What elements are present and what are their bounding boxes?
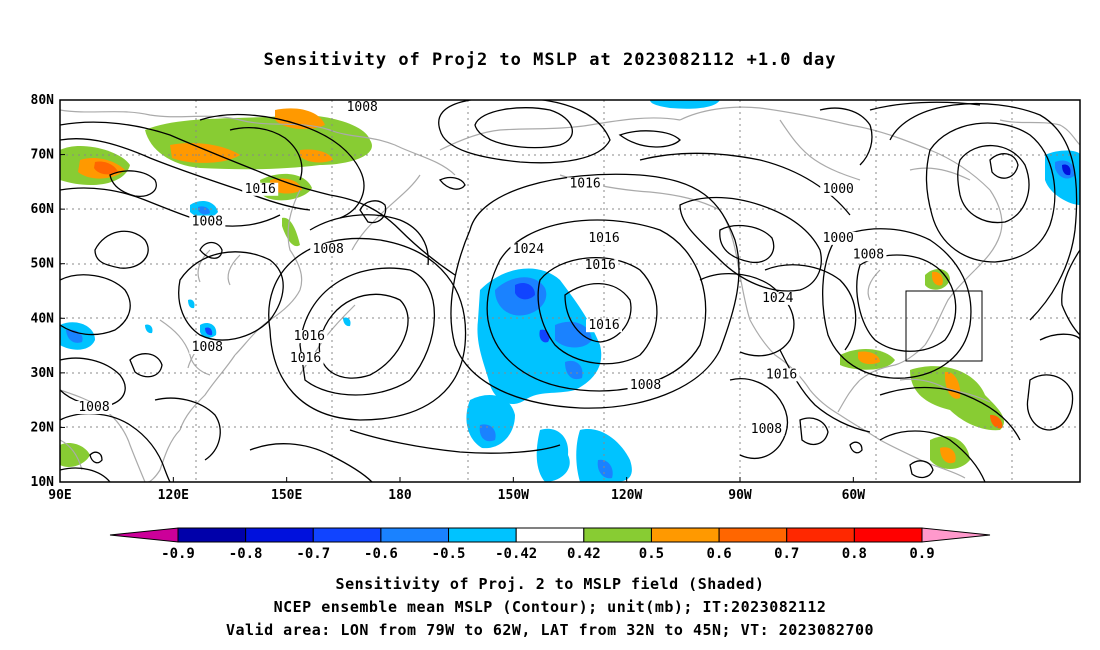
lat-label: 20N <box>31 420 55 435</box>
contour-label: 1008 <box>192 340 223 355</box>
colorbar-box <box>719 528 787 542</box>
colorbar-box <box>449 528 517 542</box>
colorbar-box <box>246 528 314 542</box>
lon-label: 60W <box>842 488 866 503</box>
contour-label: 1008 <box>347 100 378 115</box>
colorbar-box <box>381 528 449 542</box>
contour-label: 1024 <box>513 242 544 257</box>
contour-label: 1008 <box>192 215 223 230</box>
caption-line-1: Sensitivity of Proj. 2 to MSLP field (Sh… <box>0 575 1100 593</box>
colorbar-right-arrow <box>922 528 990 542</box>
lon-label: 180 <box>388 488 412 503</box>
colorbar-box <box>313 528 381 542</box>
colorbar-label: -0.8 <box>229 546 263 562</box>
colorbar-box <box>584 528 652 542</box>
contour-label: 1024 <box>762 291 793 306</box>
colorbar-label: -0.6 <box>364 546 398 562</box>
map-figure: 1008 1016 1016 1008 1008 1024 1016 1016 1016 1016… <box>0 0 1100 650</box>
contour-label: 1016 <box>294 329 325 344</box>
colorbar-label: -0.5 <box>432 546 466 562</box>
lon-label: 120E <box>158 488 189 503</box>
colorbar-label: 0.9 <box>909 546 934 562</box>
colorbar-label: 0.42 <box>567 546 601 562</box>
colorbar: -0.9 -0.8 -0.7 -0.6 -0.5 -0.42 0.42 0.5 0.6 0.7 0.… <box>110 528 990 562</box>
colorbar-box <box>651 528 719 542</box>
contour-label: 1008 <box>751 422 782 437</box>
colorbar-box <box>787 528 855 542</box>
contour-label: 1000 <box>823 231 854 246</box>
contour-label: 1008 <box>78 400 109 415</box>
colorbar-box <box>854 528 922 542</box>
colorbar-label: 0.7 <box>774 546 799 562</box>
colorbar-left-arrow <box>110 528 178 542</box>
contour-label: 1016 <box>585 258 616 273</box>
lat-label: 40N <box>31 311 55 326</box>
colorbar-label: -0.7 <box>296 546 330 562</box>
contour-label: 1016 <box>766 367 797 382</box>
colorbar-label: 0.5 <box>639 546 664 562</box>
lat-label: 80N <box>31 93 55 108</box>
caption-line-2: NCEP ensemble mean MSLP (Contour); unit(… <box>0 598 1100 616</box>
caption-line-3: Valid area: LON from 79W to 62W, LAT fro… <box>0 621 1100 639</box>
colorbar-label: 0.6 <box>706 546 731 562</box>
colorbar-box <box>178 528 246 542</box>
lat-label: 70N <box>31 148 55 163</box>
contour-label: 1016 <box>588 231 619 246</box>
lat-label: 60N <box>31 202 55 217</box>
contour-label: 1016 <box>245 182 276 197</box>
colorbar-label: -0.42 <box>495 546 537 562</box>
contour-label: 1016 <box>290 351 321 366</box>
lon-label: 90E <box>48 488 71 503</box>
lon-label: 150W <box>498 488 529 503</box>
contour-label: 1000 <box>823 182 854 197</box>
contour-label: 1008 <box>630 378 661 393</box>
lat-label: 30N <box>31 366 55 381</box>
lon-label: 90W <box>728 488 752 503</box>
lat-label: 50N <box>31 257 55 272</box>
contour-label: 1008 <box>313 242 344 257</box>
lon-label: 150E <box>271 488 302 503</box>
contour-label: 1016 <box>588 318 619 333</box>
contour-label: 1016 <box>569 176 600 191</box>
colorbar-label: 0.8 <box>842 546 867 562</box>
lon-label: 120W <box>611 488 642 503</box>
colorbar-box <box>516 528 584 542</box>
contour-label: 1008 <box>853 247 884 262</box>
colorbar-label: -0.9 <box>161 546 195 562</box>
